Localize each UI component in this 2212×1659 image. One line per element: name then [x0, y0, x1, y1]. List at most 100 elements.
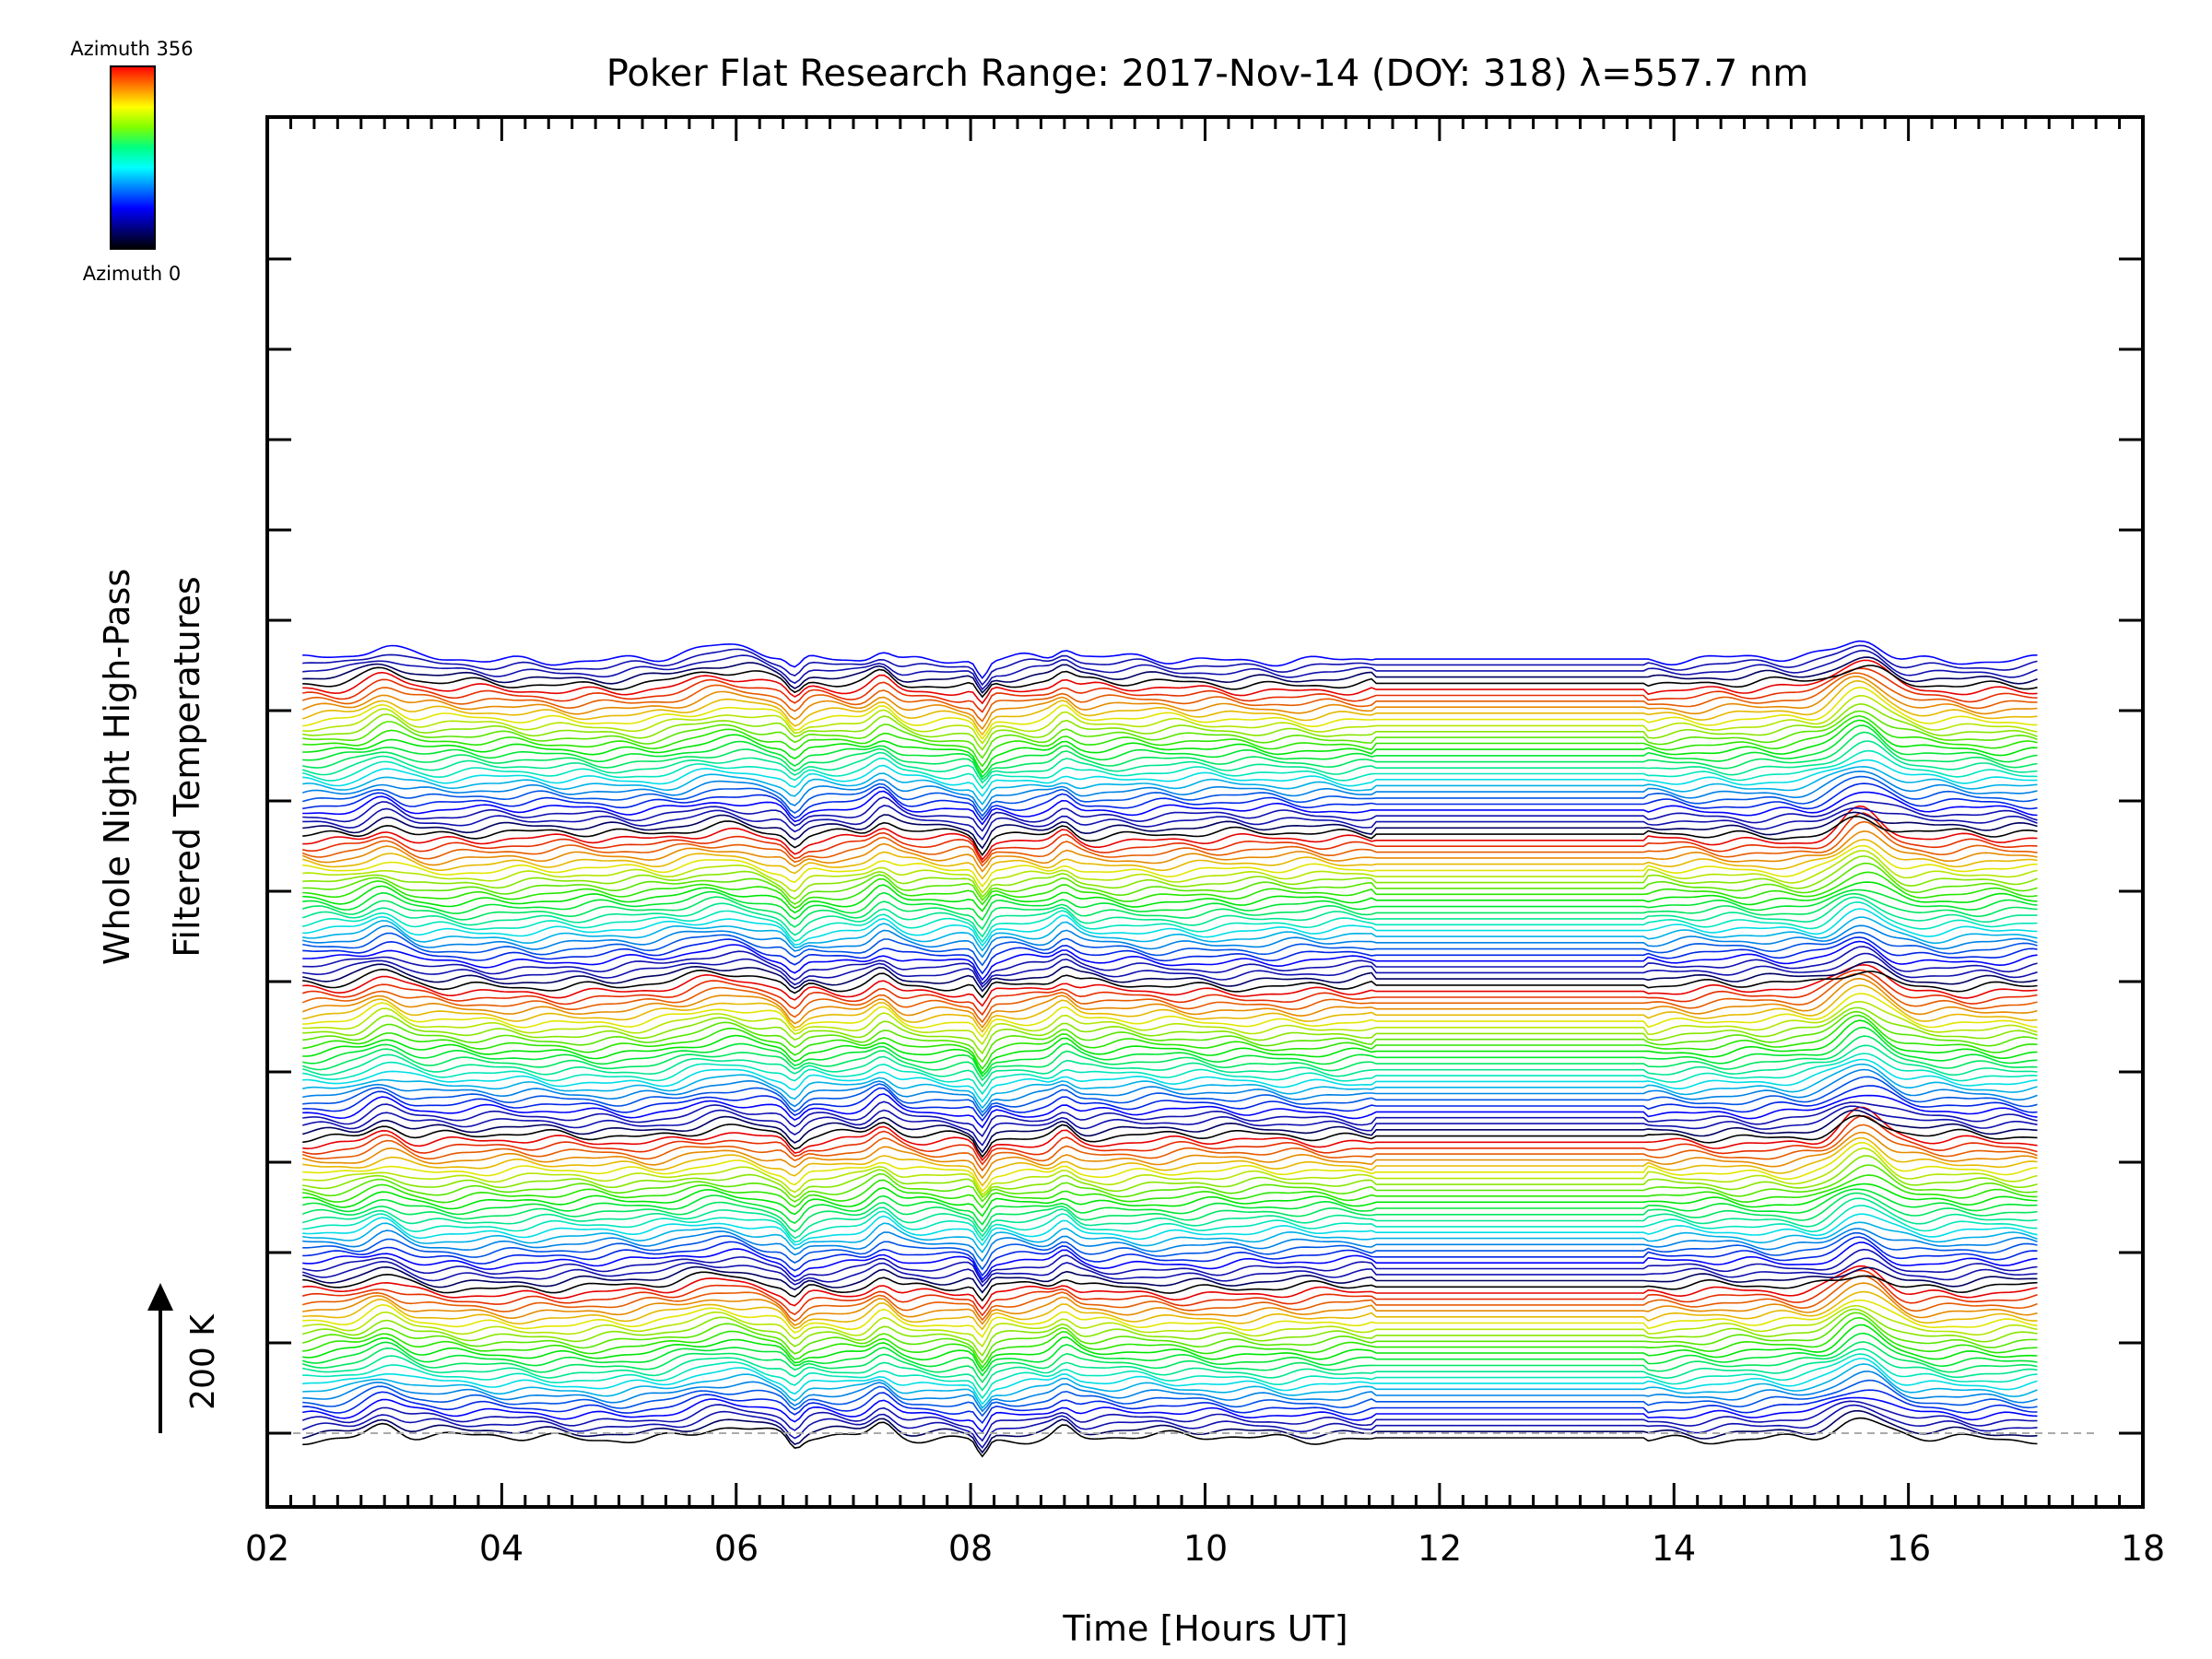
- trace-line: [302, 1271, 2038, 1302]
- trace-line: [302, 1221, 2038, 1254]
- trace-line: [302, 881, 2038, 914]
- trace-line: [302, 1417, 2038, 1458]
- trace-line: [302, 724, 2038, 779]
- x-tick-label: 18: [2121, 1528, 2165, 1569]
- trace-line: [302, 656, 2038, 694]
- colorbar-swatch: [110, 65, 156, 250]
- trace-line: [301, 1124, 2038, 1172]
- trace-line: [302, 1363, 2038, 1409]
- trace-line: [301, 1257, 2038, 1288]
- trace-line: [302, 1114, 2038, 1159]
- colorbar-bottom-label: Azimuth 0: [83, 263, 182, 285]
- x-tick-label: 04: [479, 1528, 524, 1569]
- trace-line: [302, 694, 2038, 745]
- trace-line: [302, 667, 2038, 713]
- x-tick-label: 16: [1887, 1528, 1931, 1569]
- trace-line: [301, 740, 2038, 784]
- trace-line: [302, 1231, 2038, 1271]
- colorbar-legend: Azimuth 356 Azimuth 0: [70, 38, 193, 285]
- trace-line: [302, 946, 2038, 985]
- x-tick-label: 02: [245, 1528, 289, 1569]
- trace-line: [302, 908, 2038, 947]
- trace-line: [301, 1275, 2038, 1323]
- trace-line: [302, 1076, 2038, 1117]
- trace-line: [301, 1332, 2038, 1377]
- y-axis-label-line2: Filtered Temperatures: [167, 576, 207, 957]
- trace-line: [301, 1114, 2038, 1166]
- trace-line: [302, 1205, 2038, 1243]
- trace-line: [302, 1155, 2038, 1199]
- trace-line: [301, 1308, 2038, 1358]
- trace-line: [302, 665, 2038, 699]
- trace-line: [301, 1192, 2038, 1233]
- trace-line: [301, 820, 2038, 867]
- trace-line: [301, 1404, 2038, 1450]
- trace-line: [301, 896, 2038, 938]
- trace-line: [302, 1265, 2038, 1311]
- trace-line: [302, 900, 2038, 944]
- trace-line: [302, 1304, 2038, 1348]
- trace-line: [302, 714, 2038, 768]
- trace-line: [302, 963, 2038, 1007]
- trace-line: [302, 1014, 2038, 1071]
- x-axis-label: Time [Hours UT]: [1062, 1608, 1347, 1649]
- trace-line: [302, 936, 2038, 975]
- trace-line: [301, 839, 2038, 880]
- trace-line: [302, 1147, 2038, 1196]
- x-tick-label: 08: [948, 1528, 993, 1569]
- trace-line: [302, 815, 2038, 857]
- trace-line: [301, 1131, 2038, 1180]
- trace-line: [302, 1236, 2038, 1277]
- trace-line: [302, 1006, 2038, 1055]
- trace-line: [302, 850, 2038, 894]
- trace-line: [302, 1182, 2038, 1218]
- trace-line: [302, 1141, 2038, 1193]
- trace-line: [302, 796, 2038, 832]
- trace-line: [302, 984, 2038, 1033]
- trace-line: [302, 952, 2038, 989]
- trace-line: [302, 811, 2038, 850]
- trace-line: [301, 1312, 2038, 1364]
- plot-frame: [265, 115, 2145, 1509]
- trace-line: [302, 805, 2038, 861]
- trace-line: [302, 1093, 2038, 1129]
- x-axis-ticks: [265, 117, 2145, 1507]
- trace-line: [302, 871, 2038, 910]
- trace-line: [302, 1324, 2038, 1372]
- trace-line: [301, 1400, 2038, 1442]
- scale-bar-label: 200 K: [184, 1313, 222, 1410]
- trace-line: [302, 931, 2038, 967]
- y-axis-ticks: [267, 257, 2143, 1435]
- trace-line: [302, 1213, 2038, 1247]
- trace-line: [301, 1109, 2038, 1154]
- trace-line: [301, 924, 2038, 959]
- trace-line: [302, 1389, 2038, 1425]
- trace-line: [302, 993, 2038, 1039]
- trace-line: [301, 1409, 2038, 1454]
- trace-line: [302, 759, 2038, 797]
- trace-line: [301, 771, 2038, 813]
- trace-line: [302, 731, 2038, 781]
- trace-line: [302, 805, 2038, 841]
- x-tick-label: 10: [1183, 1528, 1228, 1569]
- colorbar-top-label: Azimuth 356: [70, 38, 193, 60]
- trace-line: [302, 640, 2038, 680]
- trace-line: [302, 644, 2038, 687]
- trace-line: [302, 703, 2038, 751]
- trace-line: [302, 1068, 2038, 1114]
- trace-line: [301, 1188, 2038, 1226]
- trace-line: [302, 1164, 2038, 1203]
- trace-line: [302, 1019, 2038, 1075]
- trace-line: [302, 1058, 2038, 1103]
- trace-line: [302, 1379, 2038, 1418]
- trace-line: [302, 812, 2038, 864]
- x-tick-label: 14: [1652, 1528, 1696, 1569]
- trace-line: [302, 916, 2038, 952]
- trace-line: [301, 1197, 2038, 1240]
- scale-arrow-head: [147, 1283, 173, 1311]
- trace-line: [302, 1353, 2038, 1400]
- trace-line: [302, 1063, 2038, 1110]
- trace-line: [301, 1248, 2038, 1284]
- trace-line: [302, 1241, 2038, 1281]
